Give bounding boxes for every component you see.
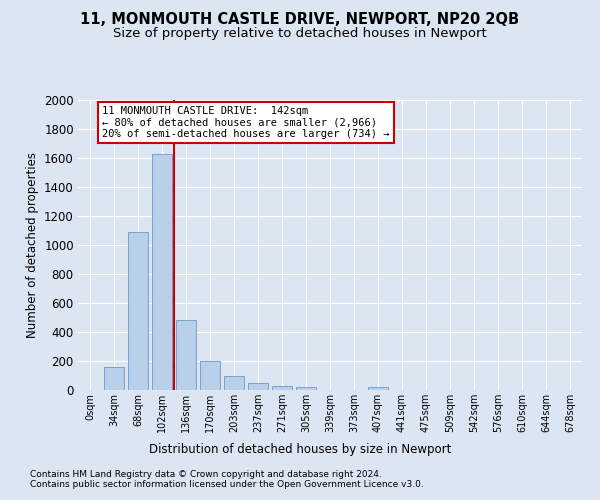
- Text: Contains public sector information licensed under the Open Government Licence v3: Contains public sector information licen…: [30, 480, 424, 489]
- Bar: [224, 376, 244, 390]
- Text: Contains HM Land Registry data © Crown copyright and database right 2024.: Contains HM Land Registry data © Crown c…: [30, 470, 382, 479]
- Bar: [200, 361, 220, 390]
- Bar: [248, 384, 268, 390]
- Text: 11 MONMOUTH CASTLE DRIVE:  142sqm
← 80% of detached houses are smaller (2,966)
2: 11 MONMOUTH CASTLE DRIVE: 142sqm ← 80% o…: [102, 106, 389, 139]
- Bar: [272, 386, 292, 390]
- Text: 11, MONMOUTH CASTLE DRIVE, NEWPORT, NP20 2QB: 11, MONMOUTH CASTLE DRIVE, NEWPORT, NP20…: [80, 12, 520, 28]
- Bar: [368, 387, 388, 390]
- Bar: [104, 367, 124, 390]
- Y-axis label: Number of detached properties: Number of detached properties: [26, 152, 38, 338]
- Bar: [152, 154, 172, 390]
- Text: Distribution of detached houses by size in Newport: Distribution of detached houses by size …: [149, 442, 451, 456]
- Bar: [296, 387, 316, 390]
- Text: Size of property relative to detached houses in Newport: Size of property relative to detached ho…: [113, 28, 487, 40]
- Bar: [176, 320, 196, 390]
- Bar: [128, 232, 148, 390]
